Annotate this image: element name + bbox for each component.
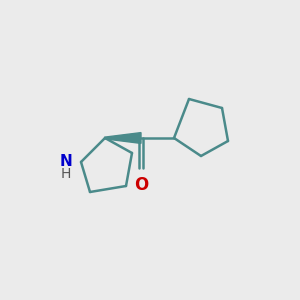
Polygon shape [105, 133, 141, 143]
Text: N: N [60, 154, 72, 169]
Text: O: O [134, 176, 148, 194]
Text: H: H [61, 167, 71, 181]
